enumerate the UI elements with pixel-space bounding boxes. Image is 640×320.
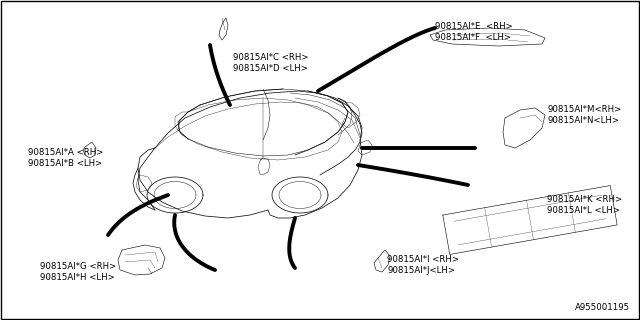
Text: 90815AI*E  <RH>
90815AI*F  <LH>: 90815AI*E <RH> 90815AI*F <LH> bbox=[435, 22, 513, 43]
Text: 90815AI*A <RH>
90815AI*B <LH>: 90815AI*A <RH> 90815AI*B <LH> bbox=[28, 148, 104, 168]
Text: A955001195: A955001195 bbox=[575, 303, 630, 312]
Text: 90815AI*K <RH>
90815AI*L <LH>: 90815AI*K <RH> 90815AI*L <LH> bbox=[547, 195, 622, 215]
Text: 90815AI*I <RH>
90815AI*J<LH>: 90815AI*I <RH> 90815AI*J<LH> bbox=[387, 255, 459, 276]
Text: 90815AI*G <RH>
90815AI*H <LH>: 90815AI*G <RH> 90815AI*H <LH> bbox=[40, 262, 116, 283]
Text: 90815AI*M<RH>
90815AI*N<LH>: 90815AI*M<RH> 90815AI*N<LH> bbox=[547, 105, 621, 125]
Text: 90815AI*C <RH>
90815AI*D <LH>: 90815AI*C <RH> 90815AI*D <LH> bbox=[233, 53, 308, 74]
